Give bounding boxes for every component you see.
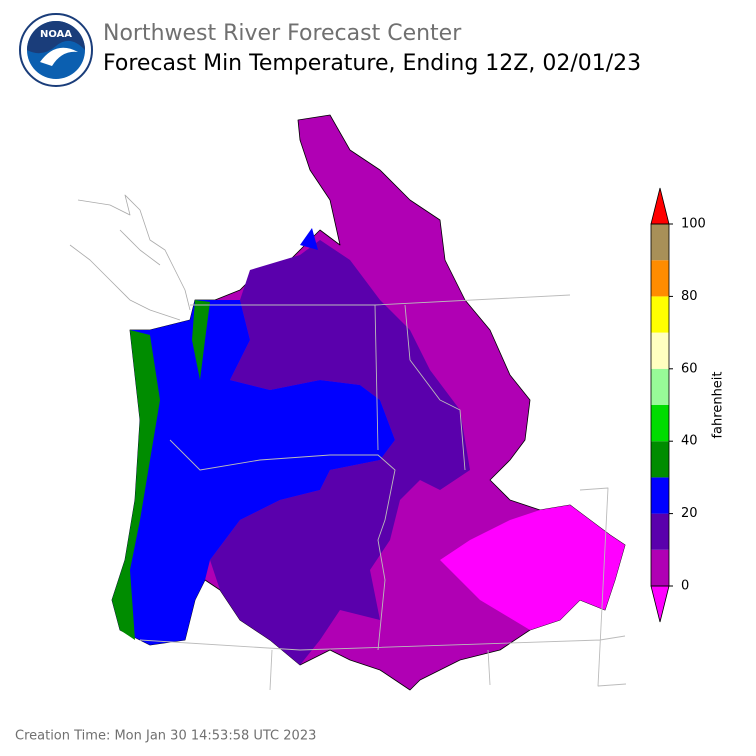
colorbar-tick-label: 0	[681, 579, 689, 594]
colorbar-band	[651, 368, 669, 405]
colorbar-tick-label: 80	[681, 289, 698, 304]
colorbar-tick-label: 20	[681, 506, 698, 521]
region-20-30	[112, 300, 395, 645]
colorbar-band	[651, 224, 669, 261]
colorbar-band	[651, 260, 669, 297]
region-below-0	[440, 505, 625, 630]
logo-text: NOAA	[40, 29, 72, 40]
colorbar-band	[651, 477, 669, 514]
colorbar-band	[651, 513, 669, 550]
colorbar-frame	[650, 223, 670, 587]
colorbar-under	[650, 585, 670, 623]
map	[69, 114, 627, 691]
colorbar-tick-label: 60	[681, 361, 698, 376]
colorbar-band	[651, 296, 669, 333]
colorbar-over	[650, 187, 670, 225]
colorbar-tick-label: 40	[681, 434, 698, 449]
organization: Northwest River Forecast Center	[103, 21, 462, 46]
colorbar-band	[651, 441, 669, 478]
noaa-logo: NOAA	[19, 13, 93, 87]
title: Forecast Min Temperature, Ending 12Z, 02…	[103, 51, 641, 76]
region-10-20	[210, 240, 470, 665]
colorbar-tick-label: 100	[681, 217, 706, 232]
region-20-30-north	[300, 228, 318, 250]
colorbar-band	[651, 405, 669, 442]
state-borders	[139, 294, 627, 691]
creation-time: Creation Time: Mon Jan 30 14:53:58 UTC 2…	[15, 729, 316, 744]
colorbar-band	[651, 549, 669, 586]
colorbar: 0 20 40 60 80 100	[650, 187, 706, 623]
colorbar-label: fahrenheit	[711, 371, 726, 438]
region-30-40	[112, 300, 210, 640]
puget-sound-shoreline	[69, 194, 191, 321]
colorbar-band	[651, 332, 669, 369]
